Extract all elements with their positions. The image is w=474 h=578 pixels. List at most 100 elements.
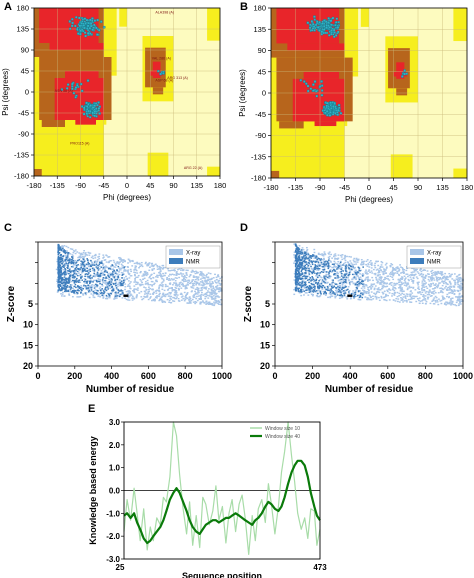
xray-point: [458, 285, 461, 287]
xray-point: [338, 267, 341, 270]
xray-point: [425, 290, 428, 293]
nmr-point: [304, 261, 306, 263]
xray-point: [91, 255, 94, 257]
nmr-point: [325, 271, 328, 273]
xray-point: [216, 295, 219, 297]
xray-point: [367, 292, 370, 294]
xray-point: [145, 288, 148, 291]
xray-point: [152, 299, 155, 302]
xray-point: [329, 275, 332, 278]
xray-point: [394, 269, 397, 271]
nmr-point: [119, 282, 122, 284]
nmr-point: [70, 287, 73, 289]
x-tick-label: 25: [116, 563, 125, 572]
nmr-point: [60, 261, 63, 263]
core-region: [396, 62, 405, 79]
nmr-point: [57, 269, 60, 272]
xray-point: [348, 292, 351, 295]
nmr-point: [58, 276, 61, 279]
nmr-point: [89, 268, 92, 271]
nmr-point: [310, 261, 313, 263]
xray-point: [128, 299, 131, 301]
xray-point: [217, 274, 220, 276]
nmr-point: [59, 262, 61, 264]
xray-point: [355, 263, 358, 265]
xray-point: [355, 295, 358, 298]
xray-point: [383, 282, 385, 285]
nmr-point: [297, 290, 300, 293]
xray-point: [402, 270, 405, 273]
nmr-point: [62, 287, 64, 289]
xray-point: [207, 288, 210, 290]
data-point: [87, 109, 90, 113]
xray-point: [384, 264, 387, 266]
data-point: [325, 101, 329, 105]
nmr-point: [301, 263, 304, 265]
xray-point: [416, 277, 419, 280]
nmr-point: [312, 291, 315, 293]
xray-point: [134, 274, 136, 277]
xray-point: [398, 292, 401, 295]
nmr-point: [295, 278, 297, 280]
nmr-point: [362, 266, 364, 268]
xray-point: [325, 278, 328, 281]
xray-point: [431, 300, 434, 302]
xray-point: [102, 257, 105, 259]
xray-point: [201, 300, 204, 302]
nmr-point: [68, 279, 70, 281]
nmr-point: [59, 264, 62, 267]
nmr-point: [85, 263, 88, 265]
nmr-point: [332, 281, 334, 283]
xray-point: [217, 301, 219, 303]
xray-point: [385, 299, 388, 302]
xray-point: [452, 286, 455, 288]
xray-point: [435, 279, 438, 281]
panel-label-b: B: [240, 1, 248, 13]
nmr-point: [65, 273, 67, 275]
nmr-point: [318, 274, 321, 277]
xray-point: [140, 270, 142, 273]
legend-swatch: [410, 258, 424, 264]
xray-point: [408, 285, 411, 287]
nmr-point: [356, 283, 359, 286]
data-point: [336, 26, 340, 29]
xray-point: [209, 284, 211, 287]
nmr-point: [87, 276, 89, 278]
x-tick-label: 135: [436, 183, 449, 192]
nmr-point: [59, 285, 62, 287]
nmr-point: [349, 264, 351, 267]
xray-point: [412, 277, 415, 280]
xray-point: [388, 292, 391, 294]
xray-point: [72, 266, 75, 268]
nmr-point: [298, 251, 300, 253]
nmr-point: [329, 289, 331, 292]
generous-region: [119, 8, 127, 27]
xray-point: [370, 291, 373, 293]
xray-point: [88, 254, 91, 256]
data-point: [331, 16, 335, 20]
nmr-point: [299, 273, 301, 275]
xray-point: [98, 288, 101, 290]
xray-point: [108, 296, 111, 299]
nmr-point: [301, 252, 304, 254]
xray-point: [172, 279, 174, 281]
xray-point: [109, 274, 112, 277]
xray-point: [111, 272, 114, 274]
nmr-point: [314, 266, 316, 269]
xray-point: [397, 273, 400, 276]
xray-point: [329, 295, 332, 298]
xray-point: [348, 290, 351, 292]
data-point: [325, 109, 329, 113]
xray-point: [398, 284, 401, 286]
nmr-point: [117, 292, 120, 294]
nmr-point: [84, 268, 86, 271]
nmr-point: [352, 296, 355, 298]
nmr-point: [309, 254, 312, 257]
nmr-point: [65, 287, 67, 289]
xray-point: [433, 288, 435, 290]
nmr-point: [120, 290, 122, 292]
xray-point: [424, 299, 427, 301]
nmr-point: [340, 275, 343, 277]
xray-point: [205, 281, 208, 283]
